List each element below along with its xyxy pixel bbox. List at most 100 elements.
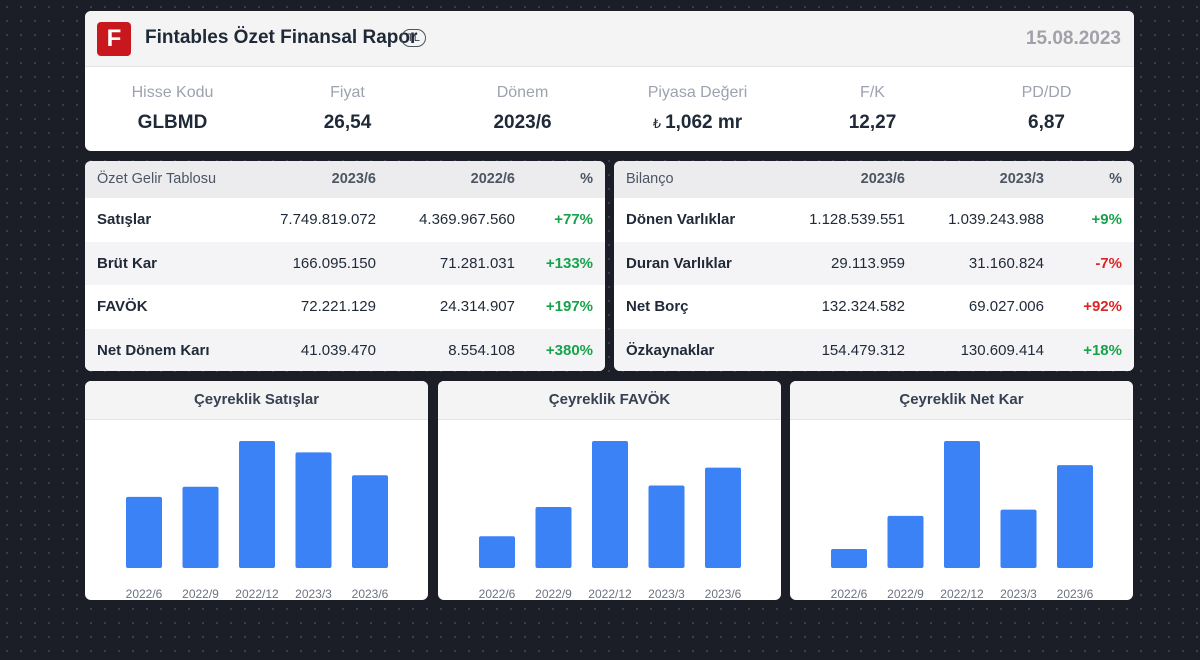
x-tick-label: 2023/3: [648, 587, 685, 600]
bar-2023-6: [1057, 465, 1093, 568]
balance-sheet-table: Bilanço 2023/6 2023/3 % Dönen Varlıklar …: [614, 161, 1134, 371]
current-value: 41.039.470: [300, 341, 376, 359]
x-tick-label: 2023/3: [295, 587, 332, 600]
header-bar: F Fintables Özet Finansal Rapor TL 15.08…: [85, 11, 1134, 67]
quarterly-sales-chart: 2022/6 2022/9 2022/12 2023/3 2023/6: [126, 441, 389, 600]
metric-price: Fiyat 26,54: [260, 66, 435, 134]
metric-label: F/K: [860, 84, 885, 101]
column-header: Özet Gelir Tablosu: [97, 171, 217, 187]
market-cap-value: 1,062 mr: [665, 112, 743, 133]
column-header: 2023/6: [331, 171, 376, 187]
quarterly-sales-chart-card: Çeyreklik Satışlar 2022/6 2022/9 2022/12 20…: [85, 381, 428, 600]
change-percent: +92%: [1083, 298, 1122, 315]
metric-stock-code: Hisse Kodu GLBMD: [85, 66, 260, 134]
table-row: Net Borç 132.324.582 69.027.006 +92%: [614, 285, 1134, 329]
currency-badge: TL: [401, 29, 426, 47]
x-tick-label: 2022/6: [831, 587, 868, 600]
metric-label: Piyasa Değeri: [647, 84, 748, 101]
current-value: 1.128.539.551: [809, 211, 905, 228]
x-tick-label: 2022/12: [588, 587, 632, 600]
column-header: 2023/6: [860, 171, 905, 187]
metric-value: 2023/6: [493, 112, 552, 133]
bar-2022-6: [831, 548, 867, 568]
previous-value: 24.314.907: [439, 298, 515, 315]
change-percent: +9%: [1091, 211, 1122, 228]
x-tick-label: 2022/12: [235, 587, 279, 600]
current-value: 154.479.312: [821, 341, 905, 359]
table-row: Net Dönem Karı 41.039.470 8.554.108 +380…: [85, 328, 605, 371]
income-statement-table: Özet Gelir Tablosu 2023/6 2022/6 % Satış…: [85, 161, 605, 371]
table-row: Brüt Kar 166.095.150 71.281.031 +133%: [85, 241, 605, 285]
table-row: FAVÖK 72.221.129 24.314.907 +197%: [85, 285, 605, 329]
table-row: Satışlar 7.749.819.072 4.369.967.560 +77…: [85, 198, 605, 242]
summary-header-card: F Fintables Özet Finansal Rapor TL 15.08…: [85, 11, 1134, 151]
metric-market-cap: Piyasa Değeri ₺ 1,062 mr: [610, 66, 785, 134]
bar-2022-6: [479, 536, 515, 568]
x-tick-label: 2023/6: [352, 587, 389, 600]
quarterly-net-profit-chart: 2022/6 2022/9 2022/12 2023/3 2023/6: [831, 441, 1094, 600]
metric-value: ₺ 1,062 mr: [610, 112, 785, 134]
column-header: %: [580, 171, 593, 187]
column-header: %: [1109, 171, 1122, 187]
change-percent: +77%: [554, 211, 593, 228]
current-value: 7.749.819.072: [280, 211, 376, 228]
x-tick-label: 2023/6: [1057, 587, 1094, 600]
row-label: Net Dönem Karı: [97, 341, 210, 359]
quarterly-ebitda-chart-card: Çeyreklik FAVÖK 2022/6 2022/9 2022/12 2023/…: [438, 381, 781, 600]
metric-label: Dönem: [496, 84, 549, 101]
metric-label: PD/DD: [1021, 84, 1072, 101]
metric-label: Fiyat: [330, 84, 365, 101]
previous-value: 69.027.006: [968, 298, 1044, 315]
row-label: Dönen Varlıklar: [626, 211, 736, 228]
chart-title: Çeyreklik Satışlar: [85, 381, 428, 420]
change-percent: +380%: [545, 341, 593, 359]
x-tick-label: 2023/6: [705, 587, 742, 600]
table-row: Duran Varlıklar 29.113.959 31.160.824 -7…: [614, 241, 1134, 285]
bar-2023-3: [295, 452, 332, 568]
bar-2022-12: [592, 441, 628, 568]
previous-value: 8.554.108: [448, 341, 515, 359]
previous-value: 4.369.967.560: [419, 211, 515, 228]
table-header-row: Özet Gelir Tablosu 2023/6 2022/6 %: [85, 161, 605, 198]
current-value: 29.113.959: [831, 254, 905, 272]
bar-2023-3: [1000, 509, 1037, 568]
current-value: 166.095.150: [292, 254, 376, 272]
quarterly-net-profit-chart-card: Çeyreklik Net Kar 2022/6 2022/9 2022/12 202…: [790, 381, 1133, 600]
table-header-row: Bilanço 2023/6 2023/3 %: [614, 161, 1134, 198]
column-header: 2023/3: [999, 171, 1044, 187]
x-tick-label: 2023/3: [1000, 587, 1037, 600]
column-header: Bilanço: [626, 171, 674, 187]
row-label: FAVÖK: [97, 298, 148, 315]
previous-value: 1.039.243.988: [948, 211, 1044, 228]
previous-value: 31.160.824: [968, 254, 1044, 272]
metric-value: 26,54: [323, 112, 372, 133]
change-percent: +197%: [545, 298, 593, 315]
current-value: 72.221.129: [300, 298, 376, 315]
bar-2022-12: [944, 441, 980, 568]
previous-value: 130.609.414: [960, 341, 1044, 359]
change-percent: +133%: [545, 254, 593, 272]
bar-2022-9: [535, 507, 572, 568]
bar-2023-3: [648, 485, 685, 568]
row-label: Özkaynaklar: [626, 341, 715, 359]
column-header: 2022/6: [470, 171, 515, 187]
previous-value: 71.281.031: [439, 254, 515, 272]
bar-2022-9: [887, 515, 924, 568]
row-label: Satışlar: [97, 211, 152, 228]
metric-value: GLBMD: [137, 112, 208, 133]
metric-period: Dönem 2023/6: [435, 66, 610, 134]
x-tick-label: 2022/9: [182, 587, 219, 600]
x-tick-label: 2022/6: [479, 587, 516, 600]
x-tick-label: 2022/6: [126, 587, 163, 600]
bar-2023-6: [352, 475, 388, 568]
change-percent: -7%: [1095, 254, 1122, 272]
report-date: 15.08.2023: [1025, 28, 1121, 49]
metric-pe: F/K 12,27: [785, 66, 960, 134]
change-percent: +18%: [1083, 341, 1122, 359]
bar-2022-12: [239, 441, 275, 568]
row-label: Duran Varlıklar: [626, 254, 732, 272]
report-title: Fintables Özet Finansal Rapor: [145, 27, 418, 48]
row-label: Brüt Kar: [97, 254, 158, 272]
bar-2022-9: [182, 486, 219, 568]
row-label: Net Borç: [626, 298, 689, 315]
